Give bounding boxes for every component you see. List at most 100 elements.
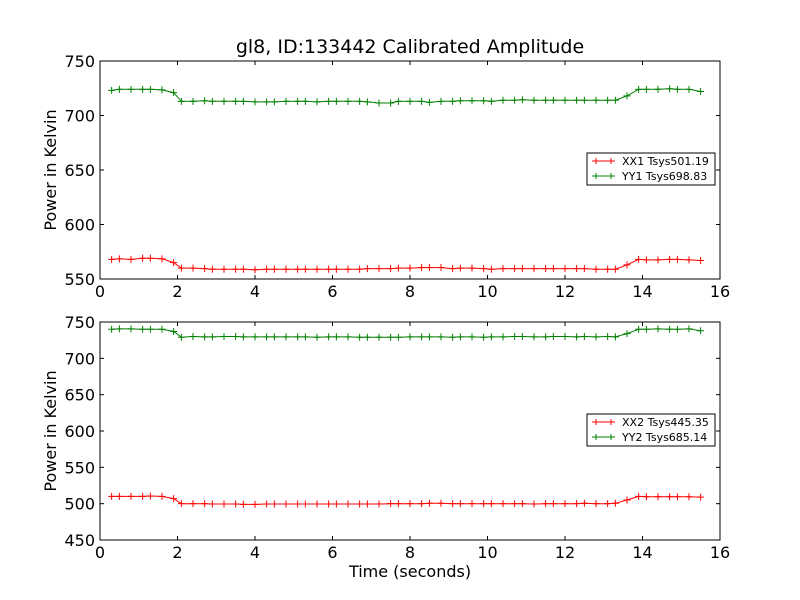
data-point	[673, 493, 681, 501]
x-tick-label: 12	[555, 543, 575, 562]
data-point	[282, 333, 290, 341]
data-point	[239, 500, 247, 508]
data-point	[623, 261, 631, 269]
data-point	[437, 264, 445, 272]
y-tick-label: 600	[64, 216, 95, 235]
data-point	[232, 265, 240, 273]
data-point	[511, 500, 519, 508]
y-tick-label: 650	[64, 161, 95, 180]
data-point	[208, 333, 216, 341]
data-point	[356, 333, 364, 341]
data-point	[456, 97, 464, 105]
data-point	[325, 500, 333, 508]
data-point	[611, 96, 619, 104]
data-point	[301, 333, 309, 341]
data-point	[332, 97, 340, 105]
data-point	[635, 255, 643, 263]
data-point	[108, 325, 116, 333]
data-point	[480, 500, 488, 508]
data-point	[561, 333, 569, 341]
data-point	[220, 97, 228, 105]
data-point	[611, 333, 619, 341]
data-point	[387, 500, 395, 508]
data-point	[487, 333, 495, 341]
x-axis-label: Time (seconds)	[348, 562, 471, 581]
data-point	[418, 500, 426, 508]
data-point	[406, 264, 414, 272]
data-point	[325, 265, 333, 273]
data-point	[642, 493, 650, 501]
legend-box	[586, 413, 716, 447]
data-point	[201, 333, 209, 341]
data-point	[418, 264, 426, 272]
data-point	[530, 96, 538, 104]
data-point	[375, 333, 383, 341]
data-point	[425, 98, 433, 106]
data-point	[239, 97, 247, 105]
x-tick-label: 6	[327, 282, 337, 301]
x-tick-label: 4	[250, 543, 260, 562]
data-point	[456, 264, 464, 272]
data-point	[301, 97, 309, 105]
data-point	[437, 97, 445, 105]
data-point	[270, 333, 278, 341]
data-point	[294, 97, 302, 105]
data-point	[449, 265, 457, 273]
x-tick-label: 6	[327, 543, 337, 562]
data-point	[449, 500, 457, 508]
legend-label: XX2 Tsys445.35	[622, 416, 709, 429]
data-point	[425, 499, 433, 507]
data-point	[115, 85, 123, 93]
data-point	[592, 333, 600, 341]
data-point	[177, 97, 185, 105]
data-point	[530, 333, 538, 341]
data-point	[499, 333, 507, 341]
data-point	[363, 98, 371, 106]
x-tick-label: 0	[95, 282, 105, 301]
data-point	[573, 96, 581, 104]
x-tick-label: 10	[477, 543, 497, 562]
data-point	[139, 325, 147, 333]
y-tick-label: 550	[64, 270, 95, 289]
legend: XX1 Tsys501.19 YY1 Tsys698.83	[586, 152, 716, 186]
data-point	[177, 333, 185, 341]
data-point	[232, 97, 240, 105]
data-point	[642, 256, 650, 264]
x-tick-label: 4	[250, 282, 260, 301]
data-point	[487, 500, 495, 508]
data-point	[251, 98, 259, 106]
data-point	[549, 96, 557, 104]
data-point	[580, 499, 588, 507]
data-point	[201, 97, 209, 105]
data-point	[406, 333, 414, 341]
data-point	[580, 333, 588, 341]
data-point	[313, 500, 321, 508]
data-point	[325, 333, 333, 341]
data-point	[542, 333, 550, 341]
data-point	[170, 89, 178, 97]
data-point	[270, 98, 278, 106]
y-tick-label: 750	[64, 313, 95, 332]
data-point	[611, 265, 619, 273]
legend-marker	[593, 434, 614, 440]
data-point	[313, 333, 321, 341]
data-point	[592, 500, 600, 508]
data-point	[685, 85, 693, 93]
data-point	[356, 265, 364, 273]
data-point	[623, 330, 631, 338]
data-point	[387, 265, 395, 273]
data-point	[170, 495, 178, 503]
data-point	[511, 96, 519, 104]
data-point	[158, 255, 166, 263]
data-point	[480, 265, 488, 273]
x-tick-label: 16	[710, 543, 730, 562]
legend-marker	[593, 158, 614, 164]
data-point	[189, 97, 197, 105]
data-point	[239, 333, 247, 341]
data-point	[573, 265, 581, 273]
data-point	[425, 264, 433, 272]
data-point	[580, 96, 588, 104]
data-point	[511, 333, 519, 341]
data-point	[542, 96, 550, 104]
data-point	[654, 325, 662, 333]
